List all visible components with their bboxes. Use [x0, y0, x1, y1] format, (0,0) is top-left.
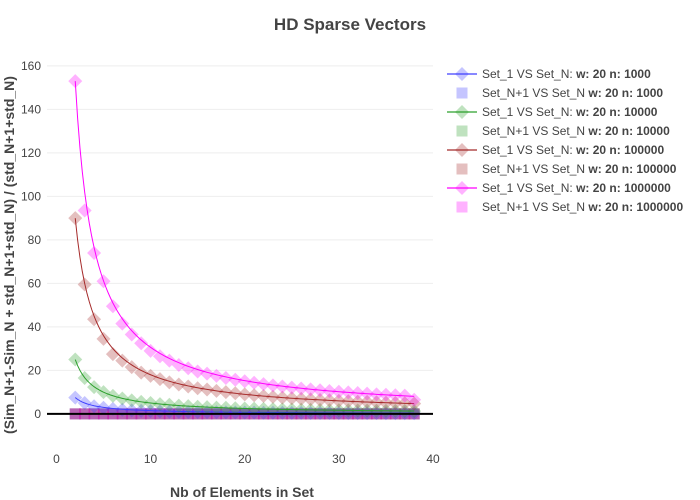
legend-item: Set_1 VS Set_N: w: 20 n: 100000 [447, 143, 664, 157]
data-point [115, 316, 130, 331]
axis-layer: 0 20 40 60 80 100 120 140 160 0 10 20 30 40 [21, 59, 440, 466]
legend-item: Set_N+1 VS Set_N w: 20 n: 10000 [456, 124, 670, 138]
data-point [152, 404, 167, 419]
legend-item: Set_1 VS Set_N: w: 20 n: 10000 [447, 105, 658, 119]
data-point [152, 372, 167, 387]
data-point [181, 379, 196, 394]
y-axis-title: (Sim_N+1-Sim_N + std_N+1+std_N) / (std_N… [1, 76, 17, 434]
data-point [247, 375, 262, 390]
y-tick-label: 0 [34, 407, 41, 421]
y-tick-label: 120 [21, 146, 41, 160]
legend-item: Set_N+1 VS Set_N w: 20 n: 100000 [456, 162, 677, 176]
data-point [87, 312, 102, 327]
fit-line [74, 81, 415, 397]
fit-line [74, 359, 415, 412]
legend-label: Set_N+1 VS Set_N w: 20 n: 1000 [482, 86, 663, 100]
legend-label: Set_1 VS Set_N: w: 20 n: 10000 [482, 105, 658, 119]
data-point [152, 349, 167, 364]
data-point [105, 347, 120, 362]
legend-marker [455, 105, 469, 119]
series-6 [68, 74, 422, 407]
y-tick-label: 160 [21, 59, 41, 73]
data-point [124, 360, 139, 375]
x-tick-label: 30 [332, 452, 346, 466]
data-point [87, 245, 102, 260]
data-point [228, 372, 243, 387]
legend-label: Set_N+1 VS Set_N w: 20 n: 10000 [482, 124, 670, 138]
legend: Set_1 VS Set_N: w: 20 n: 1000 Set_N+1 VS … [447, 67, 683, 214]
data-point [124, 327, 139, 342]
data-point [87, 399, 102, 414]
legend-marker [456, 201, 468, 213]
legend-marker [455, 181, 469, 195]
data-point [134, 336, 149, 351]
legend-marker [456, 87, 468, 99]
legend-marker [456, 163, 468, 175]
grid-layer [47, 65, 433, 371]
x-tick-label: 40 [426, 452, 440, 466]
data-point [162, 375, 177, 390]
legend-label: Set_N+1 VS Set_N w: 20 n: 1000000 [482, 200, 683, 214]
x-axis-title: Nb of Elements in Set [170, 484, 314, 500]
x-tick-label: 0 [53, 452, 60, 466]
data-point [218, 371, 233, 386]
y-tick-label: 140 [21, 102, 41, 116]
data-point [171, 377, 186, 392]
legend-item: Set_N+1 VS Set_N w: 20 n: 1000 [456, 86, 663, 100]
y-tick-label: 20 [28, 363, 42, 377]
chart-title: HD Sparse Vectors [274, 15, 426, 34]
data-point [143, 368, 158, 383]
legend-item: Set_1 VS Set_N: w: 20 n: 1000000 [447, 181, 671, 195]
legend-marker [455, 143, 469, 157]
data-point [237, 374, 252, 389]
data-point [162, 404, 177, 419]
data-point [115, 353, 130, 368]
legend-label: Set_1 VS Set_N: w: 20 n: 100000 [482, 143, 664, 157]
x-tick-label: 20 [238, 452, 252, 466]
legend-marker [456, 125, 468, 137]
y-tick-label: 100 [21, 189, 41, 203]
legend-label: Set_1 VS Set_N: w: 20 n: 1000000 [482, 181, 671, 195]
legend-item: Set_N+1 VS Set_N w: 20 n: 1000000 [456, 200, 683, 214]
y-tick-label: 60 [28, 276, 42, 290]
legend-label: Set_1 VS Set_N: w: 20 n: 1000 [482, 67, 651, 81]
x-tick-label: 10 [144, 452, 158, 466]
fit-line [74, 218, 415, 405]
data-point [407, 396, 422, 411]
legend-item: Set_1 VS Set_N: w: 20 n: 1000 [447, 67, 651, 81]
data-point [68, 211, 83, 226]
fit-line [74, 397, 415, 414]
legend-marker [455, 67, 469, 81]
y-tick-label: 40 [28, 320, 42, 334]
data-point [209, 368, 224, 383]
data-point [143, 343, 158, 358]
data-point [200, 366, 215, 381]
data-point [96, 331, 111, 346]
series-4 [68, 211, 422, 411]
y-tick-label: 80 [28, 233, 42, 247]
legend-label: Set_N+1 VS Set_N w: 20 n: 100000 [482, 162, 677, 176]
